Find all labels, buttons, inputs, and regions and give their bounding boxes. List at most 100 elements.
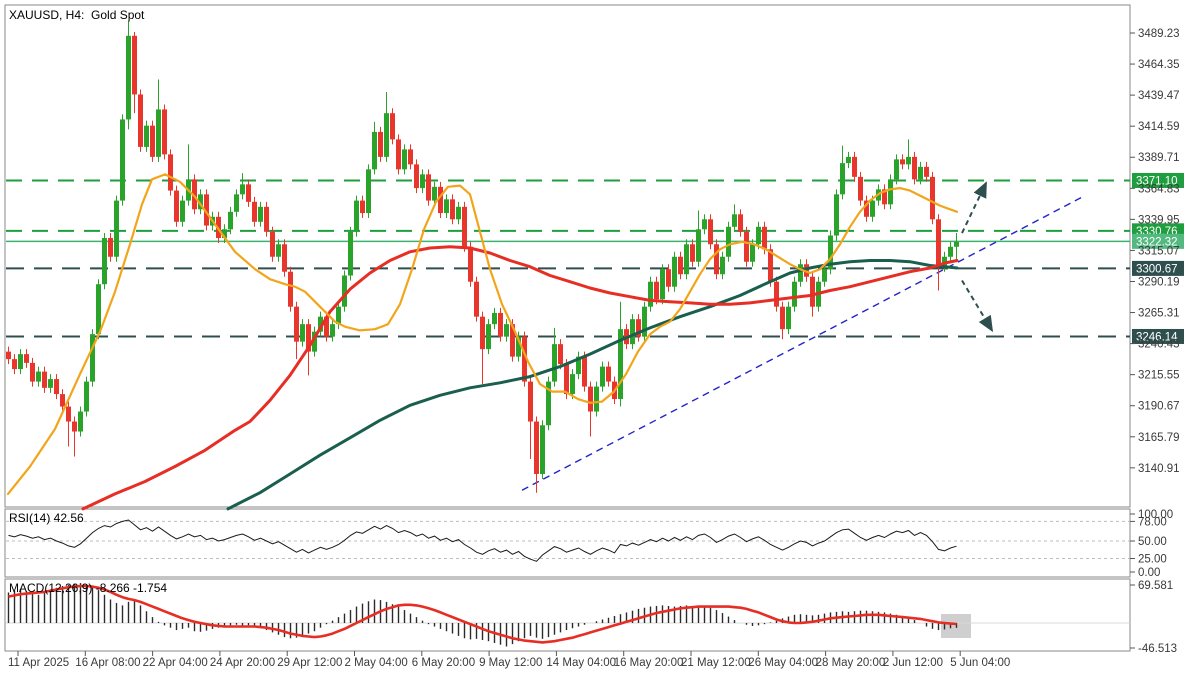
candle-body [702,219,707,230]
candle-body [366,169,371,214]
slow-ma-line[interactable] [226,259,959,511]
candle-body [618,329,623,400]
candle-body [438,186,443,214]
candle-body [528,381,533,422]
price-tick-label: 3364.83 [1138,183,1180,195]
candle-body [90,334,95,382]
price-tick-label: 3165.79 [1138,432,1180,444]
candle-body [714,244,719,275]
rsi-tick-label: 25.00 [1138,554,1167,566]
price-tick-label: 3265.31 [1138,308,1180,320]
candle-body [552,344,557,382]
time-tick-label: 2 May 04:00 [345,657,408,669]
candle-body [144,125,149,147]
candle-body [156,109,161,157]
candle-body [102,238,107,285]
time-tick-label: 29 Apr 12:00 [277,657,342,669]
candle-body [462,206,467,247]
symbol-title: XAUUSD, H4: Gold Spot [9,8,145,22]
candle-body [330,324,335,337]
candle-body [864,200,869,217]
candle-body [402,149,407,170]
candle-body [480,316,485,350]
price-tick-label: 3464.35 [1138,59,1180,71]
price-tick-label: 3240.43 [1138,339,1180,351]
candle-body [414,164,419,189]
price-tick-label: 3140.91 [1138,463,1180,475]
candle-body [894,159,899,180]
price-badge [1132,172,1184,188]
candle-body [654,281,659,300]
candle-body [846,156,851,164]
candle-body [720,256,725,275]
candle-body [84,381,89,412]
candle-body [666,269,671,287]
candle-body [582,356,587,387]
time-tick-label: 6 May 20:00 [412,657,475,669]
candle-body [420,174,425,189]
candle-body [498,312,503,337]
candle-body [906,156,911,165]
candle-body [270,231,275,257]
price-tick-label: 3489.23 [1138,28,1180,40]
candle-body [660,269,665,300]
candle-body [246,184,251,202]
candle-body [828,235,833,270]
candle-body [858,176,863,201]
candle-body [672,256,677,287]
candle-body [594,386,599,412]
candle-body [114,200,119,257]
rsi-panel[interactable] [4,508,1131,578]
candle-body [24,354,29,363]
candle-body [390,113,395,140]
candle-body [108,238,113,257]
price-badge-label: 3300.67 [1136,263,1178,275]
candle-body [852,156,857,177]
candle-body [924,166,929,177]
up-projection-arrow[interactable] [961,181,987,234]
rsi-tick-label: 78.00 [1138,516,1167,528]
candle-body [756,226,761,245]
fast-ma-line[interactable] [6,173,959,495]
candle-body [798,264,803,282]
candle-body [6,351,11,360]
main-chart-panel[interactable] [4,4,1131,508]
candle-body [192,179,197,210]
candle-body [768,249,773,282]
candle-body [276,244,281,257]
candle-body [306,324,311,352]
candle-body [150,125,155,157]
candle-body [264,206,269,232]
candle-body [252,201,257,222]
candle-body [636,319,641,337]
down-projection-arrow[interactable] [961,279,994,333]
candle-body [780,306,785,330]
price-tick-label: 3290.19 [1138,276,1180,288]
candle-body [444,199,449,214]
candle-body [456,206,461,220]
candle-body [288,271,293,307]
mid-ma-line[interactable] [81,245,959,511]
time-tick-label: 28 May 20:00 [816,657,886,669]
price-tick-label: 3215.55 [1138,370,1180,382]
candle-body [258,206,263,222]
ascending-trendline[interactable] [521,194,1086,491]
candle-body [450,199,455,220]
rsi-line [8,519,957,562]
candle-body [180,200,185,222]
macd-panel[interactable] [4,578,1131,652]
candle-body [576,356,581,375]
candle-body [360,200,365,214]
price-badge [1132,328,1184,344]
candle-body [606,366,611,382]
candle-body [708,219,713,245]
candle-body [678,256,683,275]
candle-body [492,312,497,325]
candle-body [600,366,605,387]
candle-body [558,344,563,365]
candle-body [792,281,797,307]
candle-body [744,231,749,262]
candle-body [534,421,539,474]
